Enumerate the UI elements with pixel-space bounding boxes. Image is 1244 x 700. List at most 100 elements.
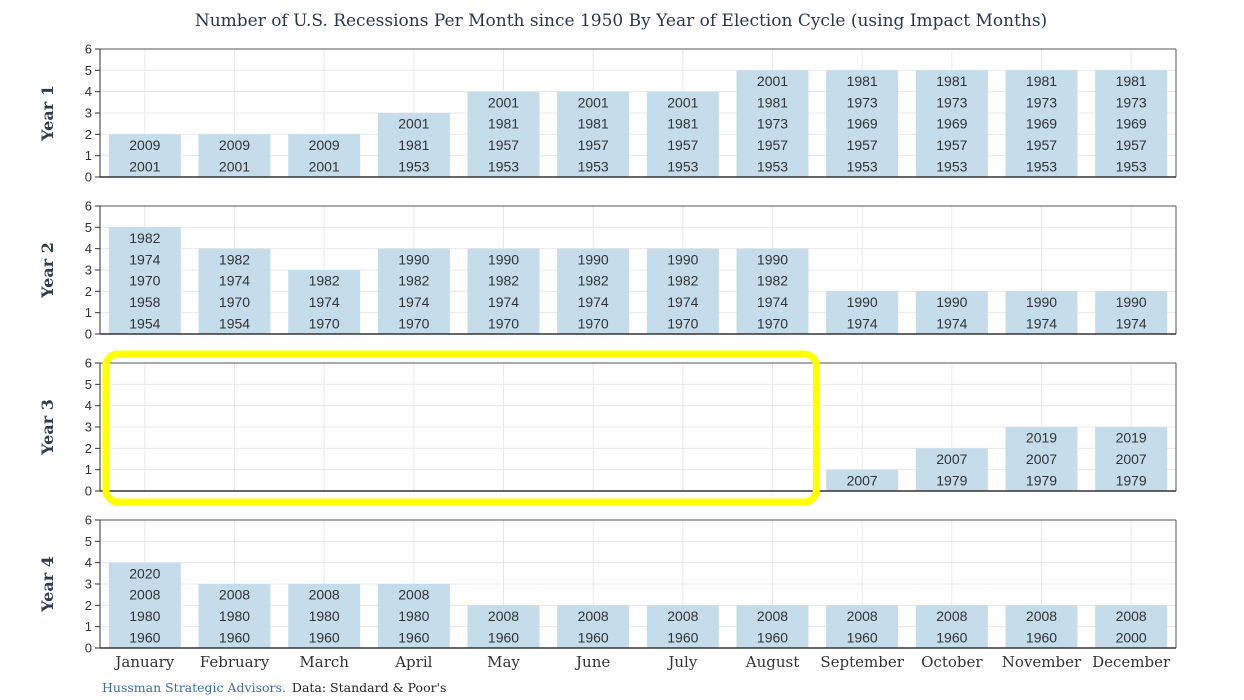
source-link[interactable]: Hussman Strategic Advisors.	[102, 680, 286, 695]
bar-label: 2000	[1116, 629, 1147, 645]
bar-label: 1960	[219, 629, 250, 645]
bar	[1005, 427, 1078, 491]
bar-label: 1990	[1116, 294, 1147, 310]
bar-label: 1960	[1026, 629, 1057, 645]
bar-label: 1960	[309, 629, 340, 645]
bar-label: 1990	[757, 251, 788, 267]
bar-label: 1957	[936, 137, 967, 153]
x-tick-label: September	[820, 653, 904, 671]
y-tick-label: 6	[85, 42, 92, 57]
bar-label: 1960	[936, 629, 967, 645]
x-tick-label: January	[113, 653, 174, 671]
bar-label: 1990	[398, 251, 429, 267]
bar	[108, 134, 181, 177]
bar-label: 1953	[488, 158, 519, 174]
bar-label: 1957	[578, 137, 609, 153]
bar-label: 1973	[1026, 94, 1057, 110]
bar-label: 2007	[847, 472, 878, 488]
bar-label: 2007	[1116, 451, 1147, 467]
bar-label: 1974	[219, 273, 250, 289]
bar-label: 1982	[129, 230, 160, 246]
bar-label: 1953	[398, 158, 429, 174]
bar-label: 2001	[398, 116, 429, 132]
x-tick-label: July	[666, 653, 697, 671]
bar	[377, 248, 450, 334]
bar	[108, 562, 181, 648]
bar	[646, 91, 719, 177]
y-tick-label: 0	[85, 641, 92, 656]
bar	[915, 605, 988, 648]
bar-label: 1990	[578, 251, 609, 267]
bar-label: 2008	[936, 608, 967, 624]
bar	[288, 584, 361, 648]
bar-label: 1973	[847, 94, 878, 110]
bar-label: 1982	[309, 273, 340, 289]
bar	[557, 91, 630, 177]
bar	[377, 113, 450, 177]
bar-label: 2008	[1116, 608, 1147, 624]
bar-label: 1969	[936, 116, 967, 132]
panel-y-label: Year 1	[38, 85, 57, 142]
x-tick-label: February	[200, 653, 270, 671]
bar-label: 1981	[488, 116, 519, 132]
y-tick-label: 3	[85, 577, 92, 592]
bar-label: 1974	[847, 315, 878, 331]
bar-label: 1982	[219, 251, 250, 267]
bar	[288, 134, 361, 177]
bar-label: 2009	[219, 137, 250, 153]
bar-label: 1953	[578, 158, 609, 174]
y-tick-label: 2	[85, 284, 92, 299]
bar-label: 1973	[1116, 94, 1147, 110]
bar-label: 1970	[757, 315, 788, 331]
bar-label: 2001	[757, 73, 788, 89]
y-tick-label: 2	[85, 598, 92, 613]
bar-label: 2007	[1026, 451, 1057, 467]
bar-label: 1990	[488, 251, 519, 267]
bar-label: 2009	[309, 137, 340, 153]
bar	[198, 248, 271, 334]
y-tick-label: 6	[85, 513, 92, 528]
bar-label: 1979	[1116, 472, 1147, 488]
bar-label: 1974	[1116, 315, 1147, 331]
bar-label: 1982	[398, 273, 429, 289]
y-tick-label: 5	[85, 220, 92, 235]
y-tick-label: 4	[85, 241, 92, 256]
bar-label: 1979	[936, 472, 967, 488]
bar-label: 1980	[398, 608, 429, 624]
bar	[915, 291, 988, 334]
y-tick-label: 5	[85, 63, 92, 78]
bar-label: 1974	[309, 294, 340, 310]
bar	[1005, 291, 1078, 334]
bar-label: 1990	[936, 294, 967, 310]
bar-label: 1970	[309, 315, 340, 331]
y-tick-label: 2	[85, 127, 92, 142]
bar	[915, 448, 988, 491]
bar-label: 1981	[667, 116, 698, 132]
x-tick-label: March	[299, 653, 349, 671]
bar-label: 1974	[936, 315, 967, 331]
bar-label: 1981	[1026, 73, 1057, 89]
panel-year-4: 1960 1980 2008 2020 1960 1980 2008 1960 1980 2008…	[38, 513, 1177, 656]
y-tick-label: 6	[85, 199, 92, 214]
bar-label: 1953	[1116, 158, 1147, 174]
bar-label: 2007	[936, 451, 967, 467]
bar-label: 1970	[129, 273, 160, 289]
chart-title: Number of U.S. Recessions Per Month sinc…	[195, 11, 1047, 31]
bar-label: 2008	[309, 587, 340, 603]
bar	[915, 70, 988, 177]
bar-label: 1957	[1026, 137, 1057, 153]
bar	[198, 584, 271, 648]
bar-label: 1969	[1026, 116, 1057, 132]
x-tick-label: April	[394, 653, 432, 671]
y-tick-label: 1	[85, 148, 92, 163]
bar-label: 2009	[129, 137, 160, 153]
x-axis: January February March April May June July Augu…	[113, 653, 1171, 671]
panel-y-label: Year 3	[38, 399, 57, 456]
bar	[557, 605, 630, 648]
bar-label: 2001	[667, 94, 698, 110]
bar	[467, 605, 540, 648]
bar-label: 2008	[219, 587, 250, 603]
bar-label: 1958	[129, 294, 160, 310]
y-tick-label: 3	[85, 106, 92, 121]
bar	[1095, 605, 1168, 648]
